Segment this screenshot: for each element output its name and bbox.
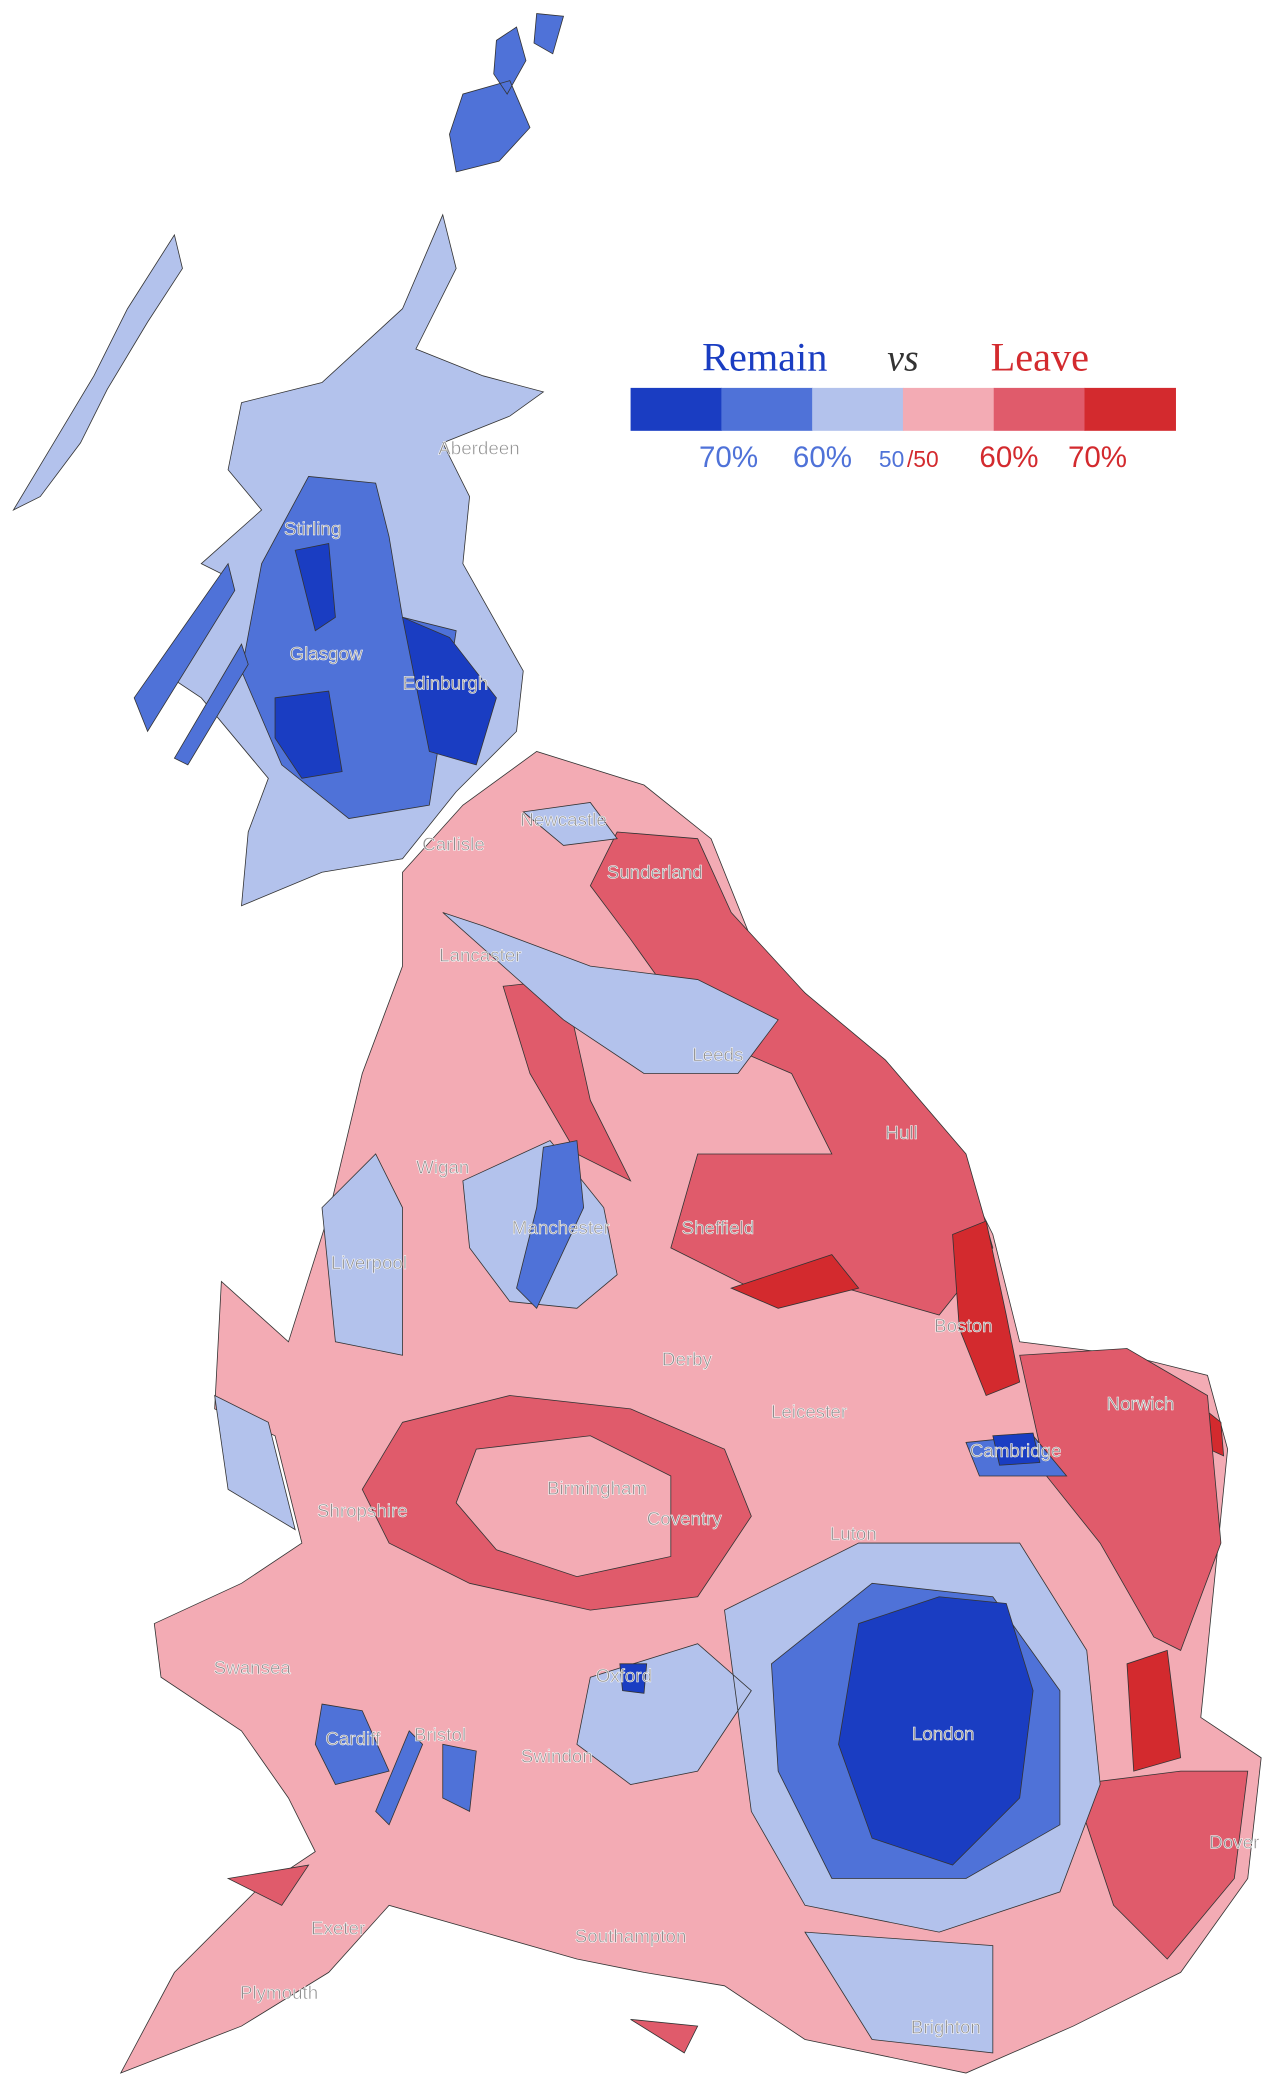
city-label: Luton xyxy=(830,1523,877,1544)
legend-label: /50 xyxy=(907,446,939,472)
legend-swatch xyxy=(721,387,813,431)
city-label: Birmingham xyxy=(547,1477,647,1498)
city-label: Edinburgh xyxy=(403,672,489,693)
city-label: Cambridge xyxy=(970,1440,1062,1461)
region xyxy=(619,1432,1041,1866)
legend: Remain vs Leave 70% 60% 50/50 60% 70% xyxy=(630,334,1176,474)
city-label: Shropshire xyxy=(317,1500,408,1521)
legend-swatch xyxy=(630,387,723,431)
city-label: Southampton xyxy=(575,1925,687,1946)
legend-label: 70% xyxy=(1068,441,1127,474)
regions xyxy=(12,13,1262,2074)
legend-label: 60% xyxy=(979,441,1038,474)
legend-label: 70% xyxy=(699,441,758,474)
city-label: Sunderland xyxy=(607,862,703,883)
city-label: Leeds xyxy=(692,1044,743,1065)
city-label: Cardiff xyxy=(325,1728,381,1749)
city-label: Lancaster xyxy=(439,945,521,966)
legend-label: 60% xyxy=(793,441,852,474)
legend-swatch xyxy=(1084,387,1176,431)
city-label: Hull xyxy=(885,1122,917,1143)
city-label: Swansea xyxy=(214,1657,292,1678)
city-labels: Aberdeen Stirling Glasgow Edinburgh Newcastl… xyxy=(213,437,1259,2038)
city-label: Sheffield xyxy=(681,1217,754,1238)
city-label: Bristol xyxy=(414,1724,466,1745)
region xyxy=(449,13,565,173)
city-label: Brighton xyxy=(911,2017,981,2038)
city-label: Norwich xyxy=(1107,1393,1175,1414)
city-label: Swindon xyxy=(521,1746,593,1767)
city-label: Glasgow xyxy=(290,643,363,664)
city-label: Liverpool xyxy=(331,1252,407,1273)
legend-swatch xyxy=(902,387,995,431)
city-label: Carlisle xyxy=(422,833,485,854)
city-label: London xyxy=(912,1723,975,1744)
legend-swatch xyxy=(812,387,904,431)
city-label: Aberdeen xyxy=(438,438,519,459)
city-label: Manchester xyxy=(512,1217,610,1238)
legend-leave: Leave xyxy=(991,334,1089,379)
region xyxy=(12,233,183,511)
legend-swatch xyxy=(993,387,1086,431)
legend-label: 50 xyxy=(879,446,904,472)
city-label: Plymouth xyxy=(240,1982,318,2003)
region xyxy=(730,1220,1225,1772)
region xyxy=(455,1435,672,1578)
region xyxy=(274,543,497,779)
city-label: Wigan xyxy=(416,1157,469,1178)
city-label: Newcastle xyxy=(520,809,607,830)
region xyxy=(133,562,249,766)
city-label: Boston xyxy=(934,1315,992,1336)
city-label: Oxford xyxy=(596,1665,652,1686)
city-label: Coventry xyxy=(647,1508,723,1529)
legend-vs: vs xyxy=(887,338,918,379)
city-label: Stirling xyxy=(284,518,341,539)
city-label: Derby xyxy=(662,1349,713,1370)
city-label: Leicester xyxy=(771,1401,847,1422)
city-label: Exeter xyxy=(311,1917,365,1938)
region xyxy=(226,979,1249,2054)
legend-remain: Remain xyxy=(702,334,827,379)
city-label: Dover xyxy=(1209,1832,1259,1853)
